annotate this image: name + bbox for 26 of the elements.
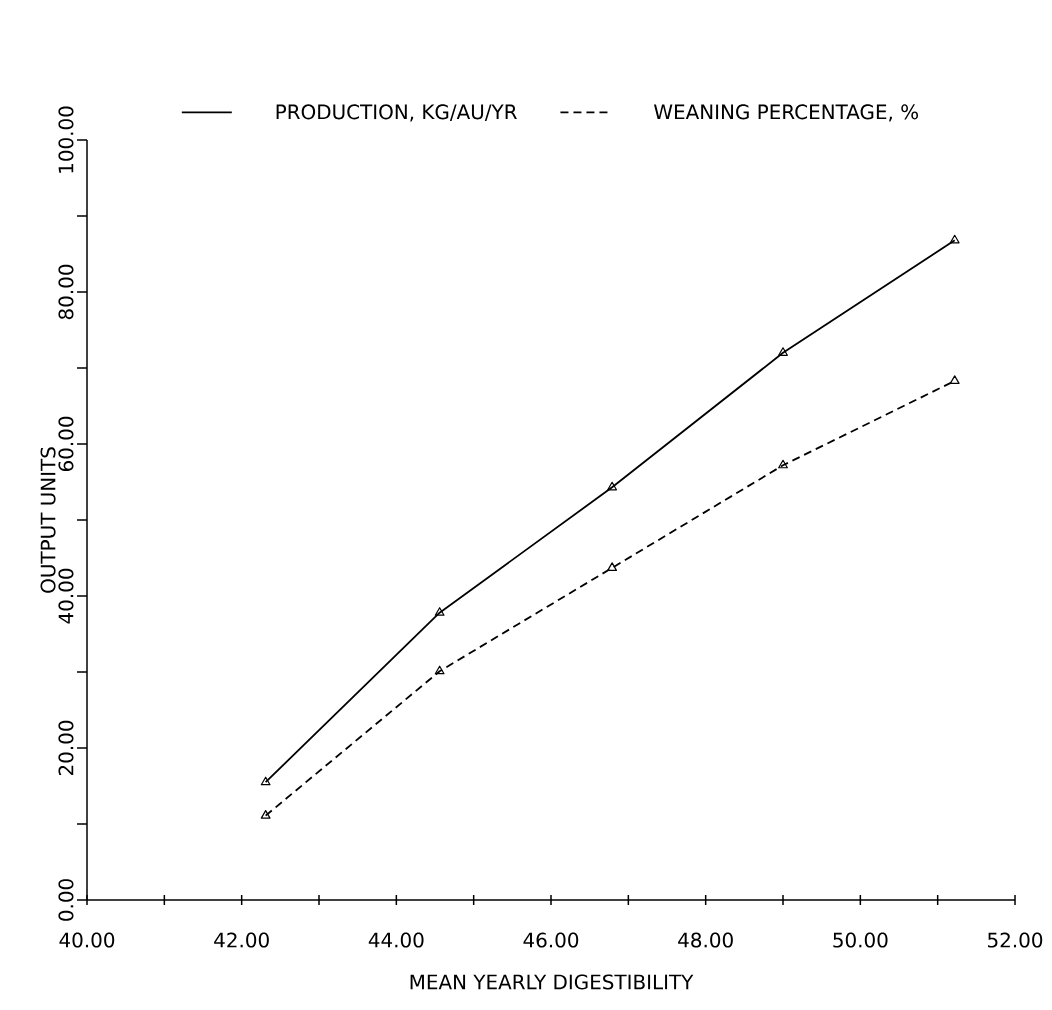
y-tick-label: 60.00 [58, 416, 74, 472]
x-tick-label: 48.00 [678, 932, 733, 948]
point [260, 810, 271, 819]
y-tick-label: 0.00 [58, 879, 74, 921]
x-tick-label: 42.00 [214, 932, 269, 948]
y-axis-title: OUTPUT UNITS [40, 447, 56, 593]
point [260, 776, 271, 786]
y-tick-label: 80.00 [58, 264, 74, 320]
point [949, 375, 960, 384]
x-axis-title: MEAN YEARLY DIGESTIBILITY [410, 974, 694, 990]
x-tick-label: 50.00 [833, 932, 888, 948]
x-tick-label: 46.00 [523, 932, 579, 948]
point [607, 562, 618, 571]
y-tick-label: 100.00 [58, 106, 74, 173]
legend-label: PRODUCTION, KG/AU/YR [276, 104, 517, 122]
point [607, 481, 618, 491]
y-tick-label: 20.00 [58, 720, 74, 776]
point [778, 459, 788, 469]
legend-label: WEANING PERCENTAGE, % [653, 104, 919, 122]
point [434, 607, 445, 616]
x-tick-label: 44.00 [368, 932, 424, 948]
point [778, 347, 788, 356]
y-tick-label: 40.00 [58, 568, 74, 624]
x-tick-label: 52.00 [988, 932, 1043, 948]
point [434, 665, 445, 675]
point [949, 234, 960, 244]
